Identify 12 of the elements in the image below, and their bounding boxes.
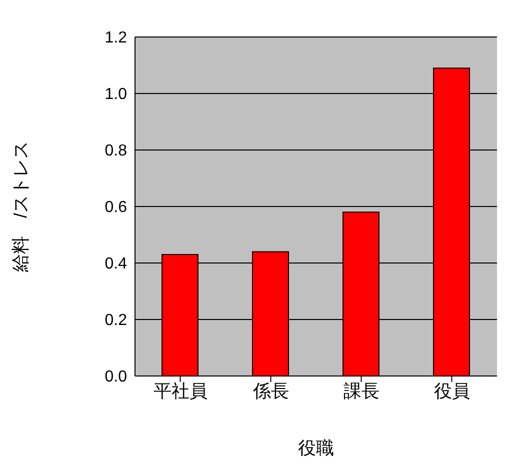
x-tick-label: 係長 xyxy=(252,380,289,401)
y-tick-label: 0.2 xyxy=(104,312,128,330)
y-axis-title: 給料 /ストレス xyxy=(10,140,30,274)
y-tick-label: 1.2 xyxy=(104,30,128,47)
y-tick-label: 0.4 xyxy=(104,256,128,273)
y-tick-label: 0.8 xyxy=(104,142,128,160)
y-tick-label: 0.6 xyxy=(104,199,128,216)
x-tick-label: 課長 xyxy=(343,380,380,401)
y-tick-label: 1.0 xyxy=(104,86,128,104)
y-tick-label: 0.0 xyxy=(104,368,128,386)
x-tick-label: 平社員 xyxy=(153,380,208,401)
x-tick-label: 役員 xyxy=(434,380,470,401)
